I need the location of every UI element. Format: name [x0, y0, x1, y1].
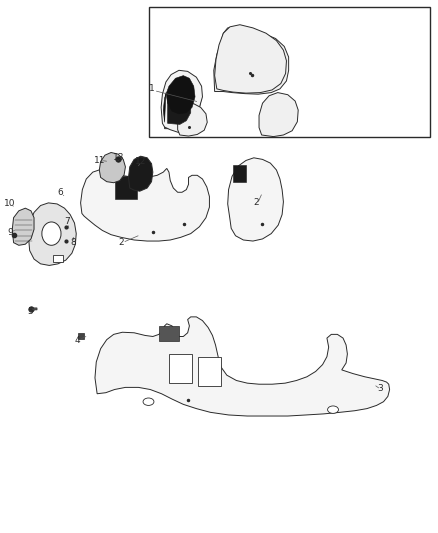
Polygon shape: [215, 25, 286, 93]
Polygon shape: [116, 176, 137, 199]
Polygon shape: [95, 317, 390, 416]
Polygon shape: [32, 308, 37, 310]
Polygon shape: [233, 165, 246, 182]
Polygon shape: [214, 27, 289, 94]
Polygon shape: [159, 326, 179, 341]
Text: 2: 2: [253, 198, 259, 207]
Circle shape: [42, 222, 61, 245]
Polygon shape: [53, 255, 63, 262]
Polygon shape: [198, 357, 221, 386]
Text: 12: 12: [135, 157, 146, 166]
Text: 6: 6: [57, 188, 63, 197]
Text: 11: 11: [94, 156, 105, 165]
Bar: [149, 7, 430, 136]
Text: 10: 10: [4, 199, 16, 208]
Text: 7: 7: [64, 217, 70, 226]
Polygon shape: [168, 89, 191, 124]
Text: 2: 2: [118, 238, 124, 247]
Text: 13: 13: [113, 154, 125, 163]
Text: 8: 8: [71, 238, 76, 247]
Polygon shape: [165, 75, 201, 128]
Polygon shape: [259, 93, 298, 136]
Text: 4: 4: [75, 336, 80, 345]
Polygon shape: [163, 76, 195, 122]
Polygon shape: [12, 208, 34, 245]
Polygon shape: [99, 152, 125, 183]
Text: 5: 5: [27, 307, 32, 316]
Text: 3: 3: [377, 384, 383, 393]
Polygon shape: [28, 203, 76, 265]
Ellipse shape: [328, 406, 339, 414]
Text: 1: 1: [148, 84, 155, 93]
Polygon shape: [228, 158, 283, 241]
Polygon shape: [81, 168, 209, 241]
Polygon shape: [178, 104, 207, 136]
Polygon shape: [169, 354, 192, 383]
Polygon shape: [161, 70, 202, 134]
Ellipse shape: [143, 398, 154, 406]
Polygon shape: [128, 156, 153, 191]
Text: 9: 9: [7, 228, 13, 237]
